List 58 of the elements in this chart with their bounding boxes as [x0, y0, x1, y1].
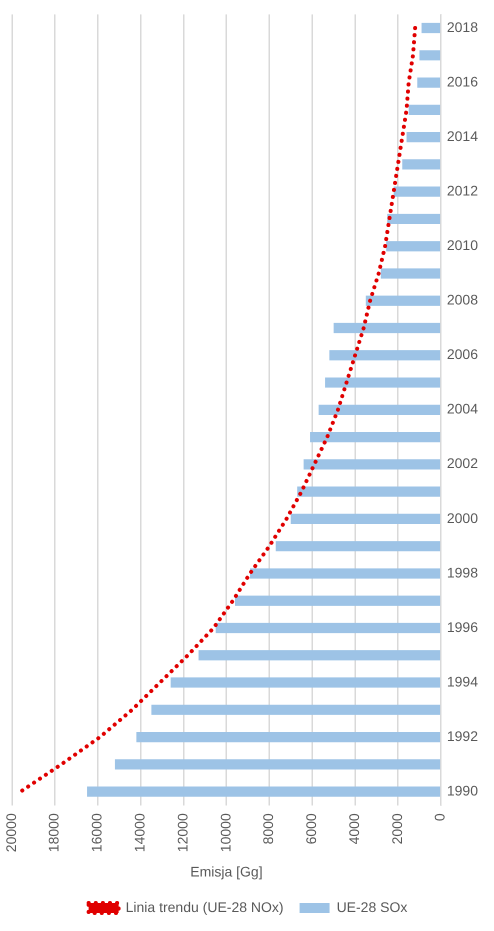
- x-tick-label: 18000: [46, 813, 62, 852]
- bar: [417, 77, 440, 88]
- y-tick-label: 2018: [446, 18, 478, 35]
- y-tick-label: 2014: [446, 128, 478, 144]
- y-tick-label: 2002: [446, 455, 478, 472]
- bar: [386, 241, 440, 252]
- y-tick-label: 1996: [446, 618, 478, 635]
- bar: [329, 350, 440, 360]
- bar: [290, 514, 440, 524]
- y-tick-label: 2006: [446, 346, 478, 362]
- y-tick-label: 1998: [446, 564, 478, 580]
- bar: [87, 786, 440, 797]
- bar: [114, 759, 440, 770]
- x-tick-label: 12000: [174, 813, 190, 852]
- bar: [318, 404, 440, 415]
- bar: [422, 22, 440, 34]
- bar: [406, 132, 440, 142]
- legend-label: UE-28 SOx: [336, 898, 408, 915]
- bar: [297, 486, 440, 497]
- bar: [408, 104, 440, 115]
- x-tick-label: 8000: [260, 813, 276, 844]
- bar: [310, 432, 440, 442]
- legend-label: Linia trendu (UE-28 NOx): [126, 898, 284, 915]
- bar: [136, 732, 440, 742]
- x-tick-label: 20000: [2, 813, 19, 852]
- bar: [151, 704, 440, 715]
- bar: [276, 541, 440, 552]
- bar: [394, 186, 440, 197]
- x-tick-label: 16000: [88, 813, 105, 852]
- bar: [250, 568, 440, 579]
- bar: [380, 268, 440, 279]
- y-tick-label: 1990: [446, 782, 478, 798]
- bar: [198, 650, 440, 660]
- y-tick-label: 1994: [446, 673, 478, 690]
- bar: [216, 622, 440, 634]
- x-tick-label: 14000: [132, 813, 148, 852]
- y-tick-label: 2010: [446, 237, 478, 254]
- y-tick-label: 2004: [446, 400, 478, 417]
- x-tick-label: 6000: [303, 813, 320, 844]
- bar: [334, 322, 440, 334]
- x-tick-label: 4000: [346, 813, 362, 844]
- y-tick-label: 2012: [446, 182, 478, 199]
- bar: [419, 50, 440, 60]
- bar: [235, 596, 440, 606]
- bar: [170, 677, 440, 688]
- bar: [387, 214, 440, 224]
- x-tick-label: 10000: [217, 813, 234, 852]
- bar: [325, 377, 440, 388]
- y-tick-label: 2008: [446, 292, 478, 308]
- y-tick-label: 2016: [446, 73, 478, 90]
- y-tick-label: 2000: [446, 510, 478, 526]
- bar: [304, 459, 440, 470]
- x-axis-title: Emisja [Gg]: [190, 863, 263, 880]
- x-tick-label: 2000: [388, 813, 405, 844]
- x-tick-label: 0: [432, 813, 448, 822]
- y-tick-label: 1992: [446, 728, 478, 744]
- bar: [402, 159, 440, 170]
- bar: [366, 296, 440, 306]
